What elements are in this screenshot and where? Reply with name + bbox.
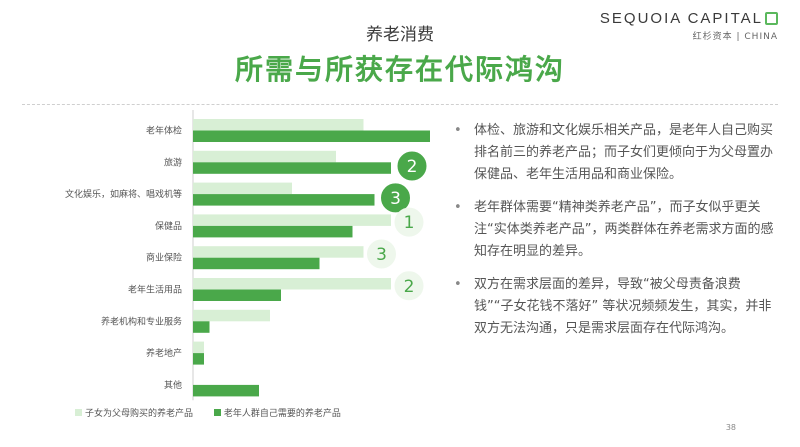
rank-badge [397,151,427,181]
category-label: 养老地产 [146,347,182,359]
rank-badge-label: 3 [390,189,401,209]
bar-children [193,150,336,163]
rank-badge [367,239,396,269]
insight-item: 双方在需求层面的差异，导致“被父母责备浪费钱”“子女花钱不落好” 等状况频频发生… [450,274,775,340]
legend-item-children: 子女为父母购买的养老产品 [75,406,193,419]
category-label: 保健品 [155,220,182,232]
bar-elder [193,289,281,301]
legend-swatch-elder [213,409,221,416]
bar-elder [193,321,210,333]
chart-legend: 子女为父母购买的养老产品 老年人群自己需要的养老产品 [75,406,359,419]
bar-elder [193,225,353,238]
logo-mark-icon [765,12,778,25]
insight-item: 老年群体需要“精神类养老产品”，而子女似乎更关注“实体类养老产品”，两类群体在养… [450,197,775,263]
rank-badge-label: 1 [404,213,415,233]
bar-children [193,119,364,131]
category-label: 老年体检 [146,125,182,137]
category-label: 养老机构和专业服务 [101,315,182,327]
title-divider [22,104,778,105]
bar-elder [193,194,375,206]
bar-elder [193,162,391,174]
rank-badge-label: 2 [404,277,415,297]
rank-badge-label: 3 [376,245,387,265]
category-label: 商业保险 [146,252,182,264]
rank-badge [381,183,410,213]
bar-elder [193,384,259,397]
section-kicker: 养老消费 [366,25,434,45]
legend-item-elder: 老年人群自己需要的养老产品 [213,406,341,419]
bar-chart: 老年体检旅游文化娱乐，如麻将、唱戏机等保健品商业保险老年生活用品养老机构和专业服… [65,110,430,401]
legend-label-children: 子女为父母购买的养老产品 [85,409,194,419]
sequoia-logo: SEQUOIA CAPITAL 红杉资本 | CHINA [600,10,778,42]
bar-elder [193,130,430,142]
bar-children [193,278,391,290]
rank-badge-label: 2 [407,157,418,177]
bar-children [193,182,292,195]
logo-name-text: SEQUOIA CAPITAL [599,10,763,27]
page-number: 38 [725,423,736,432]
category-label: 其他 [164,379,182,391]
legend-label-elder: 老年人群自己需要的养老产品 [223,409,341,419]
rank-badge [394,207,424,237]
rank-badge [394,271,424,301]
page-title: 所需与所获存在代际鸿沟 [234,53,565,86]
bar-children [193,246,364,258]
category-label: 旅游 [164,156,182,168]
bar-children [193,309,270,322]
bar-elder [193,353,204,365]
category-label: 老年生活用品 [128,284,182,296]
insight-list: 体检、旅游和文化娱乐相关产品，是老年人自己购买排名前三的养老产品；而子女们更倾向… [450,120,775,351]
insight-item: 体检、旅游和文化娱乐相关产品，是老年人自己购买排名前三的养老产品；而子女们更倾向… [450,120,775,186]
legend-swatch-children [75,409,82,416]
bar-children [193,214,391,226]
bar-elder [193,257,320,270]
category-label: 文化娱乐，如麻将、唱戏机等 [65,188,182,200]
logo-subtitle: 红杉资本 | CHINA [692,32,778,42]
bar-children [193,341,204,354]
